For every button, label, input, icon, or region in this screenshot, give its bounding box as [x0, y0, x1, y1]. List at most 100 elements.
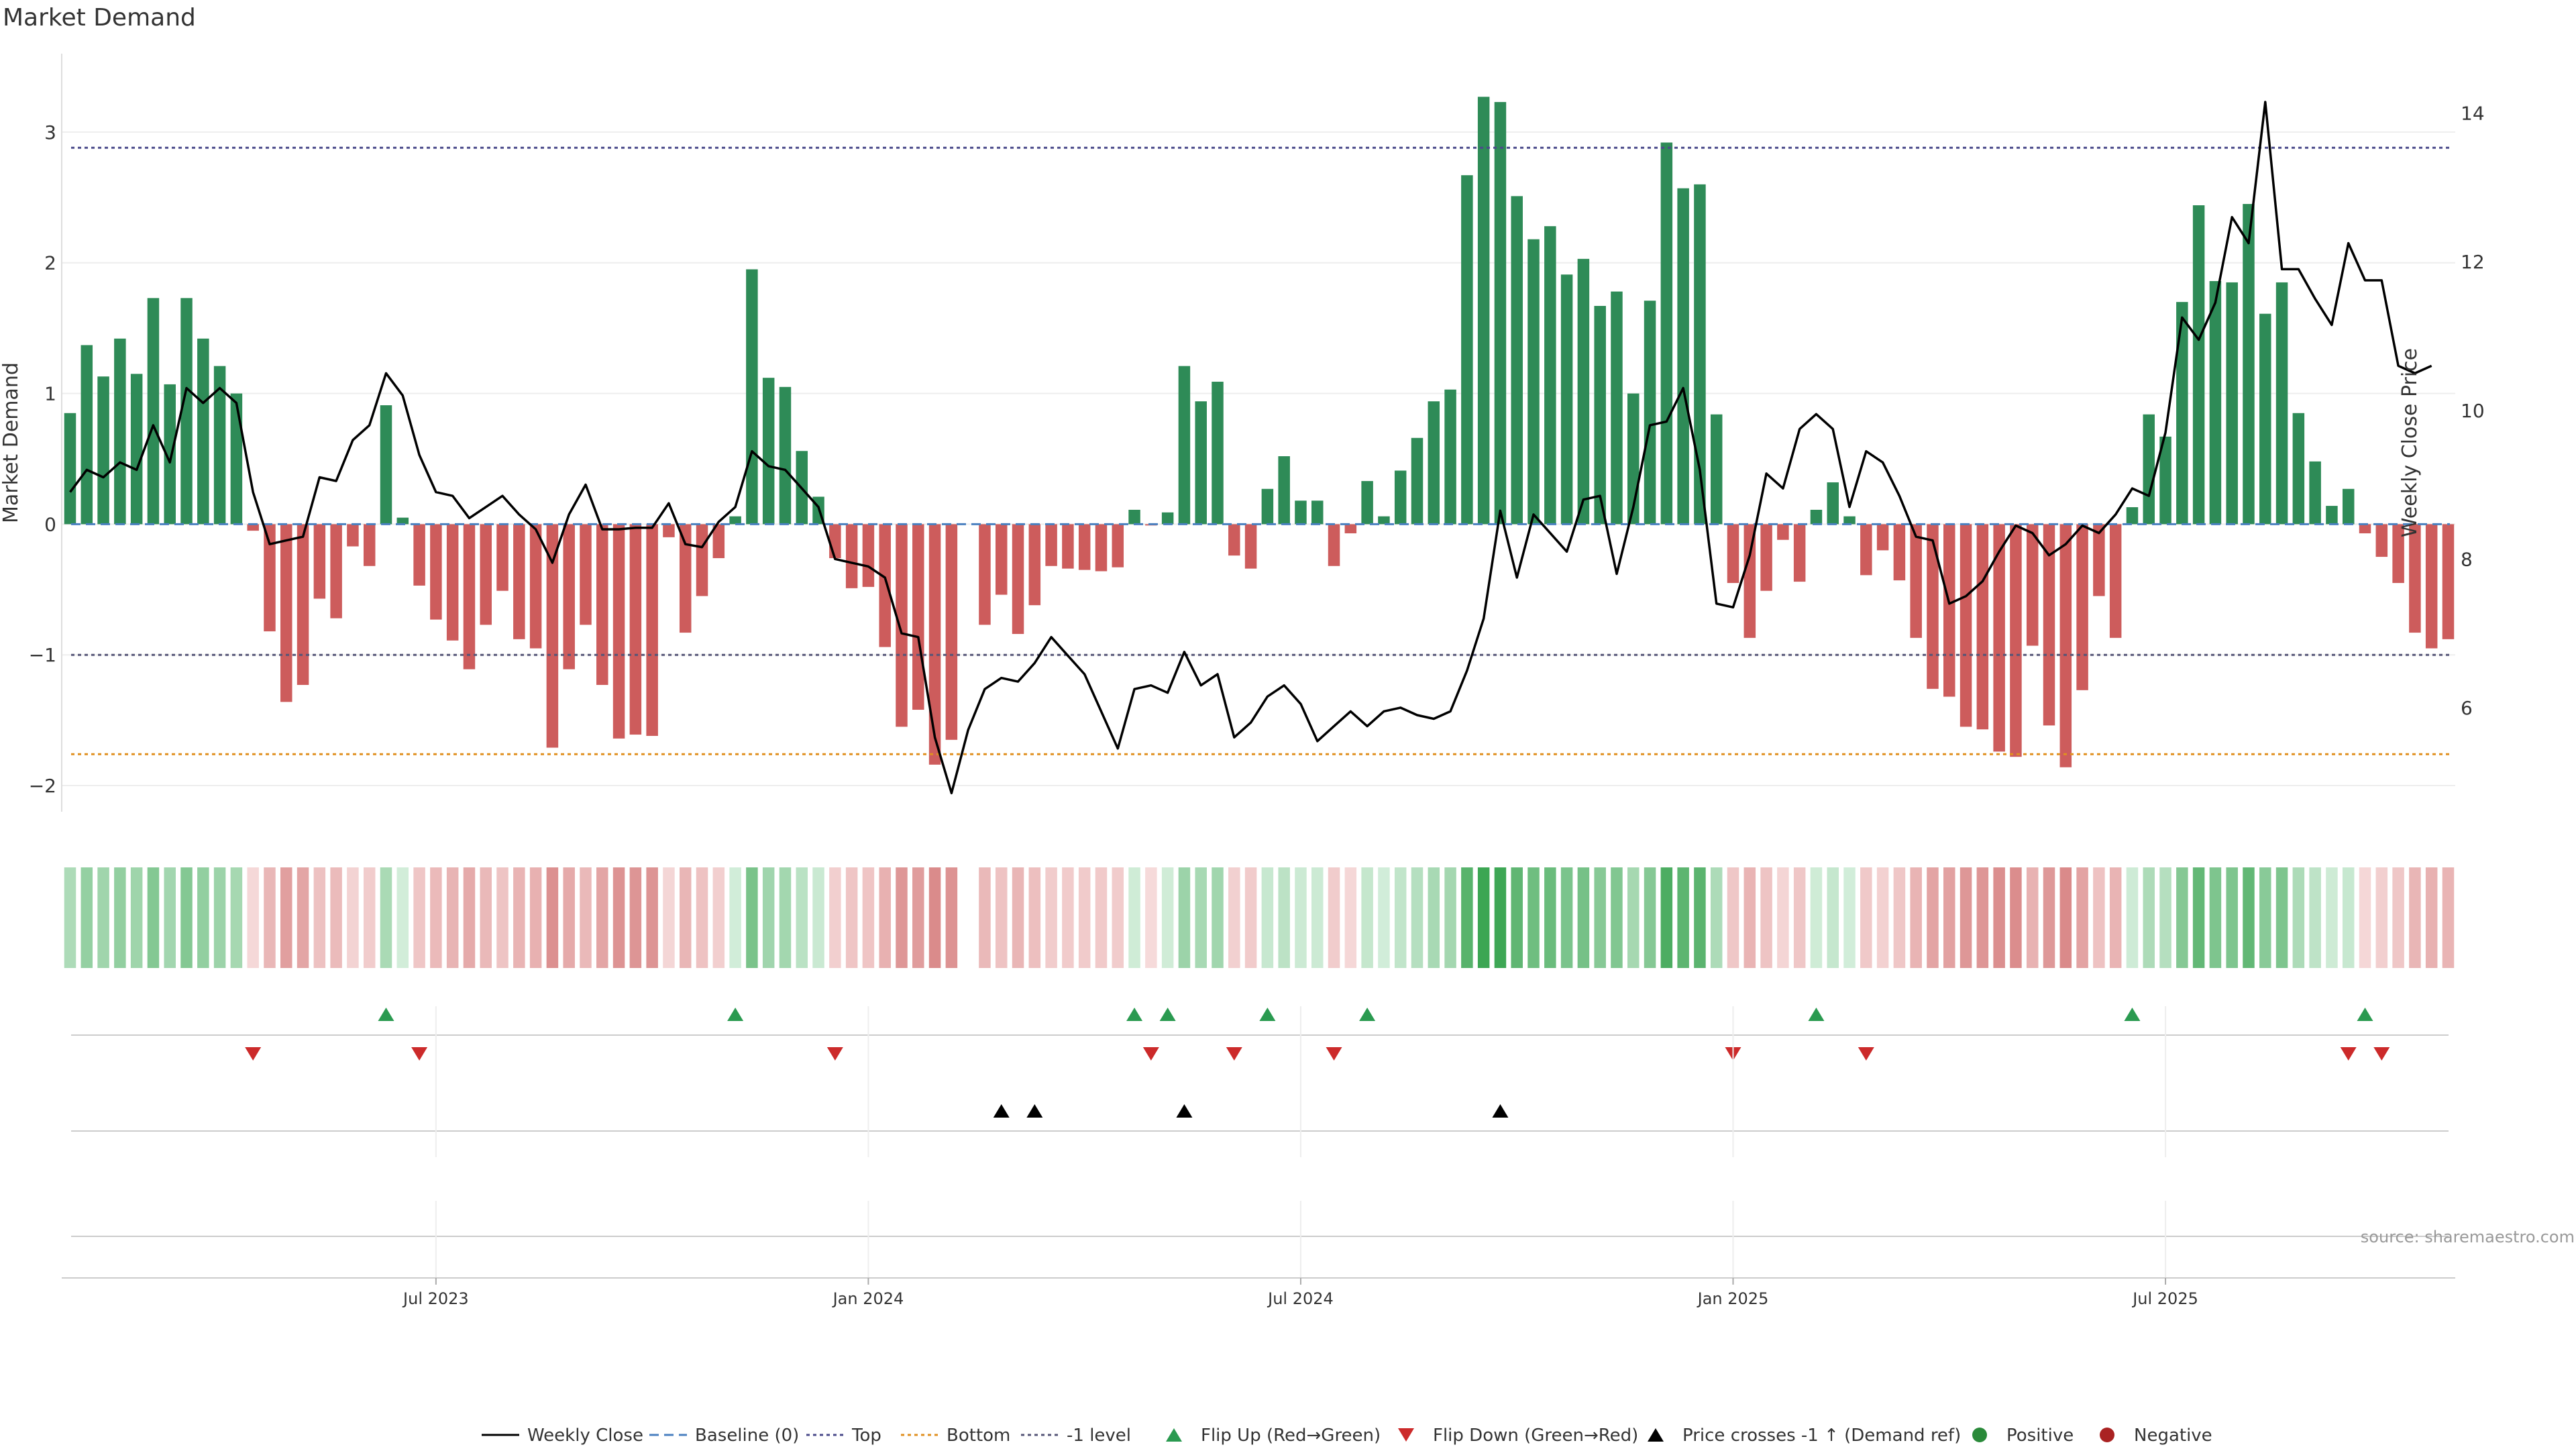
demand-bar [829, 524, 841, 559]
demand-bar [1710, 414, 1723, 525]
strip-cell [114, 867, 126, 968]
demand-bar [1228, 524, 1240, 556]
strip-cell [1477, 867, 1490, 968]
strip-cell [679, 867, 692, 968]
demand-bar [1976, 524, 1989, 730]
strip-cell [729, 867, 741, 968]
strip-cell [945, 867, 958, 968]
weekly-close-line [69, 101, 2432, 795]
strip-cell [580, 867, 592, 968]
demand-bar [696, 524, 708, 596]
demand-bar [363, 524, 376, 566]
strip-cell [2275, 867, 2288, 968]
strip-cell [1078, 867, 1091, 968]
demand-bar [2192, 205, 2205, 525]
demand-bar [1777, 524, 1789, 540]
right-axis-label: Weekly Close Price [2398, 348, 2422, 537]
strip-cell [1195, 867, 1207, 968]
strip-cell [563, 867, 575, 968]
strip-cell [2209, 867, 2222, 968]
demand-bar [928, 524, 941, 765]
demand-bar [1660, 142, 1673, 525]
demand-bar [1078, 524, 1091, 570]
flip-up-marker [1159, 1008, 1176, 1021]
flip-up-markers [378, 1008, 2373, 1021]
strip-cell [1112, 867, 1124, 968]
strip-cell [1045, 867, 1057, 968]
strip-cell [2292, 867, 2305, 968]
demand-bar [596, 524, 608, 686]
strip-cell [2425, 867, 2438, 968]
legend-swatch-tri-down [1398, 1428, 1414, 1442]
demand-bar [2126, 507, 2139, 525]
strip-cell [1461, 867, 1473, 968]
demand-bar [1461, 175, 1473, 525]
right-tick-label: 8 [2461, 548, 2473, 570]
demand-bar [2143, 414, 2155, 525]
demand-bar [147, 298, 160, 525]
strip-cell [2359, 867, 2371, 968]
strip-cell [213, 867, 226, 968]
demand-bar [762, 378, 775, 525]
legend-label: Weekly Close [527, 1426, 643, 1446]
strip-cell [180, 867, 193, 968]
demand-bar [513, 524, 525, 639]
strip-cell [247, 867, 259, 968]
demand-bar [729, 516, 741, 525]
demand-bar [413, 524, 425, 586]
strip-cell [712, 867, 725, 968]
strip-cell [513, 867, 525, 968]
legend-label: Flip Down (Green→Red) [1433, 1426, 1638, 1446]
demand-bar [2010, 524, 2022, 757]
strip-cell [845, 867, 858, 968]
strip-cell [2043, 867, 2055, 968]
x-axis-ticks: Jul 2023 Jan 2024 Jul 2024 Jan 2025 Jul 2025 [402, 1278, 2198, 1308]
demand-bar [1760, 524, 1772, 591]
demand-bar [1910, 524, 1922, 638]
strip-cell [1743, 867, 1756, 968]
demand-bar [197, 338, 209, 525]
strip-cell [1394, 867, 1407, 968]
flip-down-marker [1226, 1047, 1242, 1061]
right-tick-label: 12 [2461, 251, 2485, 273]
demand-bar [712, 524, 725, 559]
strip-cell [1062, 867, 1074, 968]
strip-cell [1594, 867, 1606, 968]
demand-bar [2425, 524, 2438, 649]
price-cross-marker [1026, 1104, 1043, 1118]
demand-bar [463, 524, 476, 669]
demand-bar [1178, 366, 1191, 525]
strip-cell [2076, 867, 2088, 968]
demand-bar [912, 524, 924, 710]
strip-cell [1560, 867, 1573, 968]
demand-bar [1394, 470, 1407, 525]
strip-cell [663, 867, 675, 968]
demand-bar [1328, 524, 1340, 566]
right-tick-label: 10 [2461, 400, 2485, 422]
strip-cell [396, 867, 409, 968]
strip-cell [2326, 867, 2338, 968]
legend-item: Weekly Close [482, 1426, 643, 1446]
strip-cell [2243, 867, 2255, 968]
strip-cell [1428, 867, 1440, 968]
strip-cell [230, 867, 243, 968]
left-tick-label: 3 [44, 121, 56, 144]
demand-bar [1560, 274, 1573, 525]
left-tick-label: −1 [29, 644, 56, 666]
demand-bar [2409, 524, 2421, 633]
legend-item: Top [806, 1426, 881, 1446]
strip-cell [2143, 867, 2155, 968]
demand-bar [1344, 524, 1357, 534]
demand-bar [995, 524, 1008, 595]
strip-cell [1876, 867, 1889, 968]
flip-up-marker [2124, 1008, 2141, 1021]
demand-bar [213, 366, 226, 525]
legend-label: Top [851, 1426, 881, 1446]
demand-bar [2043, 524, 2055, 726]
demand-bar [1943, 524, 1955, 697]
strip-cell [896, 867, 908, 968]
strip-cell [1095, 867, 1108, 968]
demand-bar [330, 524, 342, 619]
strip-cell [1927, 867, 1939, 968]
left-tick-label: 2 [44, 252, 56, 274]
